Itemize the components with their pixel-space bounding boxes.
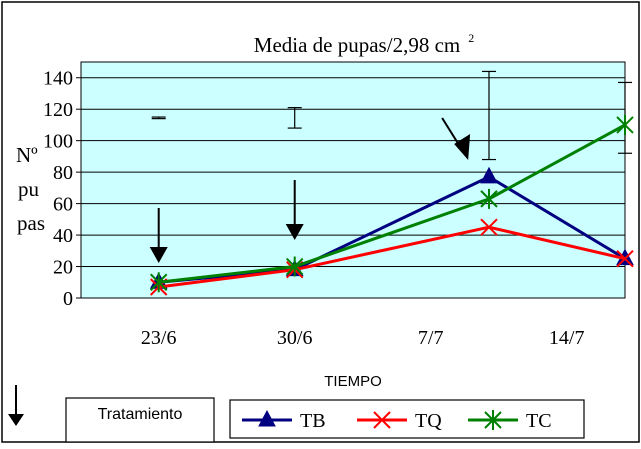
legend-item-TC: TC bbox=[468, 410, 552, 432]
treatment-key: Tratamiento bbox=[8, 385, 215, 443]
legend-label-TB: TB bbox=[300, 410, 326, 432]
data-point-TQ-2 bbox=[480, 218, 498, 236]
legend-item-TB: TB bbox=[242, 409, 326, 432]
legend-marker-TB-shape bbox=[258, 409, 276, 427]
series bbox=[149, 114, 634, 296]
legend: TB TQ TC bbox=[229, 399, 585, 439]
error-bar-1 bbox=[287, 107, 302, 129]
arrow-down-head-icon bbox=[8, 414, 24, 426]
series-line-TB bbox=[158, 175, 626, 284]
y-axis-label-line-2: pu bbox=[18, 177, 40, 201]
data-point-TB-2-shape bbox=[480, 166, 498, 184]
legend-marker-TB bbox=[258, 409, 276, 427]
arrow-down-icon-2-head bbox=[454, 134, 471, 160]
x-ticks: 23/6 30/6 7/7 14/7 bbox=[141, 327, 585, 349]
y-tick-label-6: 120 bbox=[43, 99, 73, 121]
arrow-down-icon-1 bbox=[285, 180, 304, 240]
x-tick-label-0: 23/6 bbox=[141, 327, 177, 349]
treatment-arrows bbox=[149, 117, 471, 263]
arrow-down-icon-0 bbox=[149, 208, 168, 263]
series-TC bbox=[150, 114, 634, 293]
legend-title: Tratamiento bbox=[98, 406, 183, 423]
y-ticks: 0 20 40 60 80 100 120 140 bbox=[43, 68, 81, 310]
y-tick-label-7: 140 bbox=[43, 68, 73, 90]
series-line-TQ bbox=[158, 225, 626, 289]
data-point-TQ-2-stroke-2 bbox=[480, 218, 498, 236]
x-tick-label-1: 30/6 bbox=[277, 327, 313, 349]
legend-marker-TQ-stroke-2 bbox=[373, 411, 391, 429]
data-point-TQ-3 bbox=[616, 249, 634, 268]
y-tick-label-0: 0 bbox=[63, 288, 73, 310]
legend-label-TC: TC bbox=[526, 410, 552, 432]
legend-marker-TC bbox=[484, 410, 502, 430]
y-tick-label-4: 80 bbox=[53, 162, 73, 184]
data-point-TC-1 bbox=[286, 256, 304, 277]
data-point-TC-2 bbox=[480, 188, 498, 209]
data-point-TC-3 bbox=[616, 114, 634, 135]
arrow-down-icon-1-head bbox=[285, 224, 304, 240]
x-axis-label: TIEMPO bbox=[324, 373, 382, 390]
chart-title: Media de pupas/2,98 cm 2 bbox=[254, 31, 474, 57]
y-tick-label-2: 40 bbox=[53, 225, 73, 247]
arrow-down-icon-2 bbox=[441, 117, 471, 160]
data-point-TQ-3-stroke-2 bbox=[616, 249, 634, 268]
plot-area bbox=[80, 61, 626, 299]
y-tick-label-1: 20 bbox=[53, 257, 73, 279]
series-line-TC bbox=[158, 123, 626, 284]
y-axis-label-line-1: Nº bbox=[16, 143, 38, 167]
arrow-down-icon-0-head bbox=[149, 247, 168, 263]
y-axis-label-line-3: pas bbox=[17, 211, 45, 235]
legend-title-box bbox=[65, 397, 215, 443]
legend-marker-TQ bbox=[373, 411, 391, 429]
x-tick-label-2: 7/7 bbox=[418, 327, 444, 349]
y-tick-label-5: 100 bbox=[43, 131, 73, 153]
error-bar-2 bbox=[482, 70, 496, 161]
legend-items: TB TQ TC bbox=[242, 409, 552, 432]
grid bbox=[81, 77, 625, 268]
error-bar-0 bbox=[151, 116, 166, 120]
series-TQ bbox=[150, 218, 634, 296]
data-point-TB-2 bbox=[480, 166, 498, 184]
legend-item-TQ: TQ bbox=[357, 410, 442, 432]
legend-label-TQ: TQ bbox=[415, 410, 442, 432]
data-point-TC-0 bbox=[150, 272, 168, 293]
y-tick-label-3: 60 bbox=[53, 194, 73, 216]
x-tick-label-3: 14/7 bbox=[549, 327, 585, 349]
